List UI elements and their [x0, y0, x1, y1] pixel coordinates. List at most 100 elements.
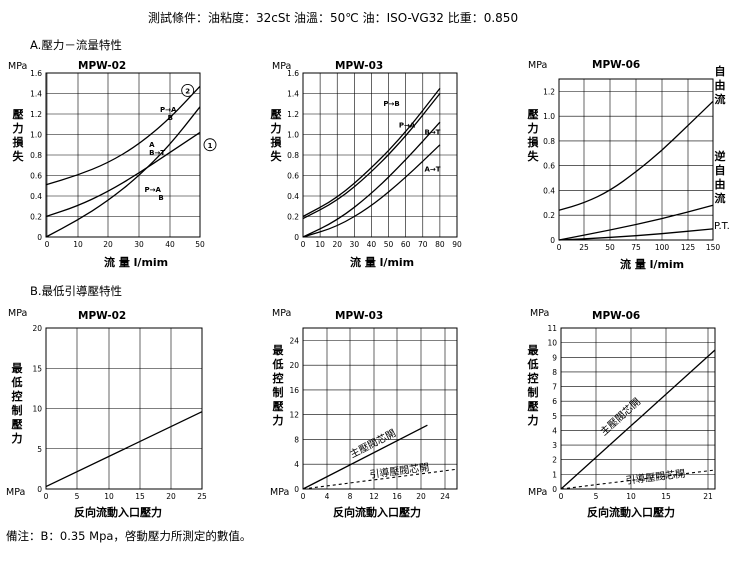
- series-line-b3-1: [560, 469, 716, 490]
- unit-label-b1: MPa: [8, 308, 27, 319]
- y-tick-b1-2: 10: [32, 405, 42, 414]
- x-tick-a3-6: 150: [706, 243, 721, 252]
- chart-title-b2: MPW-03: [335, 310, 383, 322]
- flow-annotation-a1-3: B→T: [149, 149, 165, 157]
- y-axis-label-a2: 壓力損失: [271, 108, 283, 163]
- y-tick-b2-0: 0: [294, 485, 299, 494]
- curve-marker-label-a1-0: 2: [185, 87, 190, 95]
- series-line-a2-0: [302, 88, 441, 218]
- y-tick-a3-4: 0.8: [543, 137, 555, 146]
- y-tick-a1-6: 1.2: [30, 110, 42, 119]
- series-label-b3-0: 主壓閥芯開: [597, 395, 643, 438]
- x-tick-a1-2: 20: [103, 240, 113, 249]
- y-tick-a3-3: 0.6: [543, 162, 555, 171]
- x-tick-b1-4: 20: [166, 492, 176, 501]
- x-tick-a2-6: 60: [401, 240, 411, 249]
- curve-marker-label-a1-1: 1: [208, 142, 213, 150]
- x-tick-a2-2: 20: [332, 240, 342, 249]
- series-line-a2-1: [302, 93, 441, 220]
- footnote: 備注：B：0.35 Mpa，啓動壓力所測定的數值。: [6, 529, 252, 543]
- unit-label-b2: MPa: [272, 308, 291, 319]
- y-tick-b3-2: 2: [552, 456, 557, 465]
- y-tick-a1-3: 0.6: [30, 172, 42, 181]
- y-tick-a2-6: 1.2: [287, 110, 299, 119]
- plot-frame-b2: [302, 327, 458, 490]
- x-axis-label-b2: 反向流動入口壓力: [333, 505, 421, 519]
- y-tick-a1-1: 0.2: [30, 213, 42, 222]
- y-tick-a1-2: 0.4: [30, 192, 42, 201]
- y-tick-b1-0: 0: [37, 485, 42, 494]
- x-tick-a2-8: 80: [435, 240, 445, 249]
- x-tick-a2-1: 10: [315, 240, 325, 249]
- unit-label-bottom-b1: MPa: [6, 487, 25, 498]
- x-tick-b3-1: 5: [594, 492, 599, 501]
- y-tick-a2-0: 0: [294, 233, 299, 242]
- series-line-a1-1: [45, 131, 201, 218]
- x-tick-a1-0: 0: [45, 240, 50, 249]
- x-tick-b2-2: 8: [348, 492, 353, 501]
- unit-label-b3: MPa: [530, 308, 549, 319]
- series-label-a3-0: 自由流: [715, 64, 726, 106]
- x-tick-b2-3: 12: [369, 492, 379, 501]
- x-tick-a3-2: 50: [605, 243, 615, 252]
- y-tick-b3-8: 8: [552, 368, 557, 377]
- y-tick-a1-0: 0: [37, 233, 42, 242]
- chart-title-b3: MPW-06: [592, 310, 640, 322]
- y-tick-a3-2: 0.4: [543, 186, 555, 195]
- series-label-a3-2: P.T.: [714, 221, 730, 232]
- series-line-a3-2: [558, 228, 714, 241]
- x-tick-b2-0: 0: [301, 492, 306, 501]
- x-axis-label-a2: 流 量 l/mim: [350, 255, 414, 269]
- x-tick-b2-5: 20: [416, 492, 426, 501]
- y-tick-b3-1: 1: [552, 470, 557, 479]
- flow-annotation-a1-5: B: [158, 194, 163, 202]
- y-tick-b3-6: 6: [552, 397, 557, 406]
- y-tick-b2-2: 8: [294, 435, 299, 444]
- flow-annotation-a1-1: B: [168, 114, 173, 122]
- y-tick-b2-5: 20: [289, 361, 299, 370]
- x-tick-b2-4: 16: [392, 492, 402, 501]
- test-conditions: 測試條件：油粘度：32cSt 油溫：50℃ 油：ISO-VG32 比重：0.85…: [148, 11, 519, 25]
- y-tick-a3-0: 0: [550, 236, 555, 245]
- x-tick-b3-0: 0: [559, 492, 564, 501]
- y-tick-a2-1: 0.2: [287, 213, 299, 222]
- y-tick-a1-8: 1.6: [30, 69, 42, 78]
- section-a-title: A.壓力－流量特性: [30, 38, 122, 52]
- y-axis-label-b3: 最低控制壓力: [527, 344, 540, 427]
- series-line-a1-2: [45, 106, 201, 238]
- y-tick-b3-4: 4: [552, 426, 557, 435]
- flow-annotation-a1-4: P→A: [145, 186, 162, 194]
- y-tick-a3-5: 1.0: [543, 112, 555, 121]
- y-tick-a2-8: 1.6: [287, 69, 299, 78]
- x-tick-a2-5: 50: [384, 240, 394, 249]
- y-axis-label-b2: 最低控制壓力: [272, 344, 285, 427]
- x-axis-label-b3: 反向流動入口壓力: [587, 505, 675, 519]
- y-tick-a1-7: 1.4: [30, 90, 42, 99]
- flow-annotation-a2-2: B→T: [424, 129, 440, 137]
- x-tick-b1-1: 5: [75, 492, 80, 501]
- x-tick-b3-4: 21: [703, 492, 713, 501]
- section-b-title: B.最低引導壓特性: [30, 284, 123, 298]
- flow-annotation-a1-2: A: [149, 141, 155, 149]
- y-tick-b1-3: 15: [32, 364, 42, 373]
- x-axis-label-a1: 流 量 l/mim: [104, 255, 168, 269]
- unit-label-a3: MPa: [528, 60, 547, 71]
- series-label-b3-1: 引導壓閥芯開: [625, 467, 686, 487]
- series-line-b3-0: [560, 349, 716, 490]
- series-line-b2-1: [302, 468, 458, 490]
- flow-annotation-a1-0: P→A: [160, 106, 177, 114]
- y-axis-label-a1: 壓力損失: [13, 108, 25, 163]
- y-tick-a3-1: 0.2: [543, 211, 555, 220]
- y-tick-a3-6: 1.2: [543, 87, 555, 96]
- x-tick-b1-2: 10: [104, 492, 114, 501]
- x-tick-a1-3: 30: [134, 240, 144, 249]
- chart-title-a3: MPW-06: [592, 59, 640, 71]
- y-tick-a1-4: 0.8: [30, 151, 42, 160]
- x-tick-b1-3: 15: [135, 492, 145, 501]
- y-tick-a1-5: 1.0: [30, 131, 42, 140]
- x-tick-a1-1: 10: [73, 240, 83, 249]
- curve-marker-circle-a1-0: [181, 83, 195, 97]
- series-line-b1-0: [45, 411, 203, 488]
- x-tick-a2-9: 90: [452, 240, 462, 249]
